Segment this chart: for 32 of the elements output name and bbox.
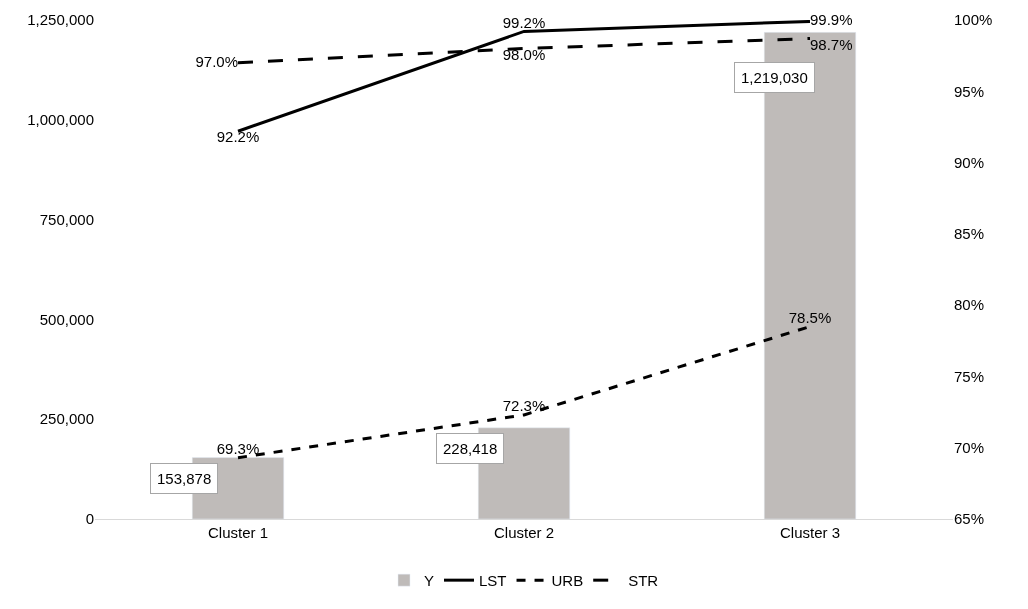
x-tick-label: Cluster 3 [779,524,841,541]
data-label: 99.9% [810,11,853,29]
y2-tick-label: 95% [954,82,985,100]
data-label: 78.5% [788,308,832,326]
y-tick-label: 1,000,000 [27,111,94,129]
legend-label: LST [479,572,507,590]
y2-tick-label: 100% [954,11,993,29]
x-tick-label: Cluster 2 [493,524,555,541]
x-tick-label: Cluster 1 [207,524,269,541]
y-tick-label: 0 [85,510,94,528]
y2-tick-label: 75% [954,367,985,385]
data-label: 98.0% [502,45,546,63]
data-label: 98.7% [810,35,853,53]
y2-tick-label: 70% [954,438,985,456]
y-tick-label: 250,000 [39,410,94,428]
data-label: 228,418 [443,440,498,457]
y-tick-label: 1,250,000 [27,11,94,29]
y2-tick-label: 85% [954,225,985,243]
y2-tick-label: 90% [954,153,985,171]
legend-label: STR [628,572,659,590]
data-label: 92.2% [216,128,260,146]
data-label: 153,878 [157,470,212,487]
data-label: 69.3% [216,439,260,457]
legend-label: Y [424,572,435,590]
y-tick-label: 750,000 [39,210,94,228]
legend-label: URB [551,572,584,590]
data-label: 97.0% [195,52,238,70]
y2-tick-label: 80% [954,296,985,314]
data-label: 99.2% [502,13,546,31]
y2-tick-label: 65% [954,510,985,528]
y-tick-label: 500,000 [39,310,94,328]
data-label: 1,219,030 [741,69,808,86]
